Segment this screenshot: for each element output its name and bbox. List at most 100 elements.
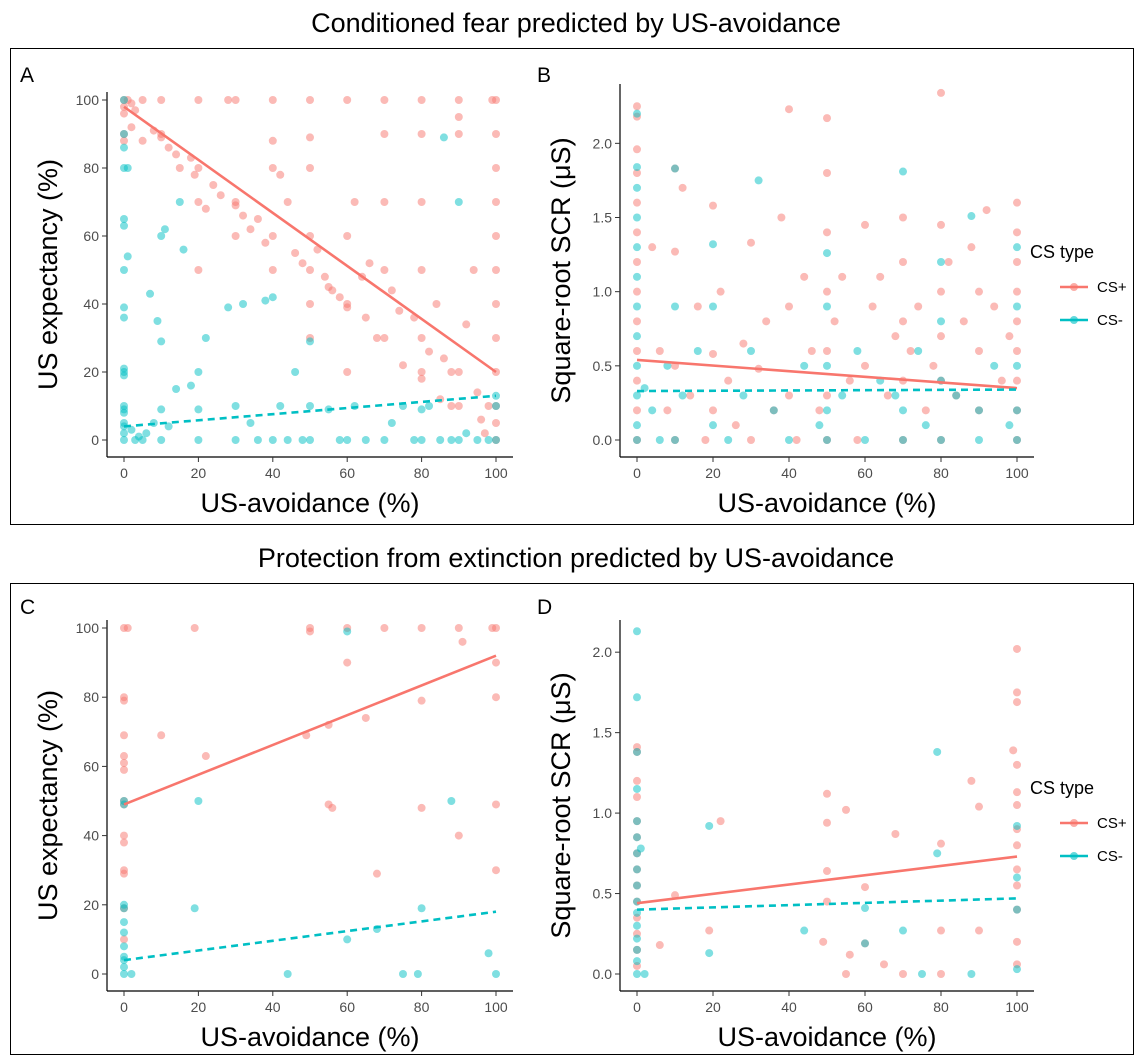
x-tick-label: 40 [781,999,797,1015]
point-cs-minus [492,436,500,444]
point-cs-plus [944,258,953,266]
x-tick-label: 80 [414,465,430,481]
section-border-bottom [10,583,1134,1055]
point-cs-plus [823,347,831,355]
point-cs-plus [891,830,900,839]
point-cs-plus [716,287,725,296]
legend-top: CS type CS+ CS- [1030,242,1127,329]
point-cs-minus [633,921,641,930]
point-cs-plus [380,96,389,104]
point-cs-plus [1013,865,1021,874]
point-cs-plus [417,96,426,104]
point-cs-minus [1013,965,1021,974]
point-cs-plus [157,96,166,104]
point-cs-minus [633,109,641,118]
point-cs-minus [123,164,132,172]
point-cs-minus [633,817,641,826]
y-tick-label: 1.5 [593,210,613,226]
point-cs-plus [1013,376,1021,385]
legend-marker-cs-plus [1070,819,1078,827]
panel-a: 0 20 40 60 80 100 0 20 40 60 80 100 US-avoidance (%)… [33,92,513,518]
point-cs-minus [417,405,426,414]
point-cs-plus [937,970,945,978]
y-axis-title: US expectancy (%) [33,159,63,390]
point-cs-plus [268,164,277,172]
point-cs-minus [633,243,641,252]
point-cs-plus [785,302,793,311]
point-cs-plus [492,300,500,308]
point-cs-minus [343,627,352,636]
legend-label-cs-plus: CS+ [1097,815,1127,832]
point-cs-plus [120,831,128,840]
point-cs-plus [709,349,717,358]
point-cs-plus [157,731,166,740]
point-cs-plus [1013,801,1021,810]
point-cs-minus [146,289,155,298]
point-cs-plus [283,198,292,206]
point-cs-plus [785,391,793,400]
y-tick-label: 0 [91,432,99,448]
point-cs-minus [678,391,687,400]
point-cs-plus [261,238,270,247]
point-cs-minus [636,844,645,853]
point-cs-minus [417,904,426,913]
x-tick-label: 0 [120,465,128,481]
point-cs-minus [120,143,128,152]
y-tick-label: 20 [83,897,99,913]
point-cs-plus [268,96,277,104]
point-cs-plus [633,347,641,355]
x-tick-label: 60 [857,465,873,481]
point-cs-minus [693,347,702,355]
y-tick-label: 80 [83,160,99,176]
legend-title: CS type [1030,778,1094,798]
section-title-bottom: Protection from extinction predicted by … [258,543,894,573]
x-tick-label: 20 [191,999,207,1015]
point-cs-plus [473,388,482,397]
point-cs-minus [671,302,679,311]
point-cs-plus [492,800,500,809]
point-cs-minus [633,391,641,400]
point-cs-minus [436,436,445,444]
point-cs-plus [492,96,500,104]
point-cs-minus [933,747,942,756]
point-cs-plus [361,313,370,322]
point-cs-minus [1013,302,1021,311]
point-cs-minus [138,436,147,444]
point-cs-plus [914,302,923,311]
x-tick-label: 20 [191,465,207,481]
point-cs-plus [492,334,500,342]
point-cs-plus [120,838,128,847]
point-cs-plus [372,334,381,342]
point-cs-plus [492,198,500,206]
point-cs-minus [1013,905,1021,914]
point-cs-plus [492,693,500,702]
point-cs-plus [815,406,824,415]
point-cs-minus [291,368,300,376]
point-cs-minus [899,406,907,415]
point-cs-plus [194,96,203,104]
point-cs-plus [1013,228,1021,237]
point-cs-plus [823,818,831,827]
point-cs-plus [190,170,199,179]
point-cs-minus [633,934,641,943]
point-cs-plus [747,436,755,444]
point-cs-minus [157,405,166,414]
trend-line-cs-minus [636,388,1018,393]
point-cs-plus [268,232,277,240]
point-cs-plus [731,421,740,430]
point-cs-plus [906,347,915,355]
y-tick-label: 0 [91,966,99,982]
point-cs-plus [492,624,500,632]
x-tick-label: 80 [933,465,949,481]
point-cs-plus [335,293,344,302]
point-cs-plus [937,332,945,341]
point-cs-minus [975,436,983,444]
point-cs-plus [480,429,489,438]
point-cs-minus [343,436,352,444]
point-cs-minus [633,627,641,636]
panel-tag-d: D [537,596,552,619]
point-cs-plus [492,419,500,427]
point-cs-plus [997,376,1006,385]
point-cs-plus [937,220,945,229]
